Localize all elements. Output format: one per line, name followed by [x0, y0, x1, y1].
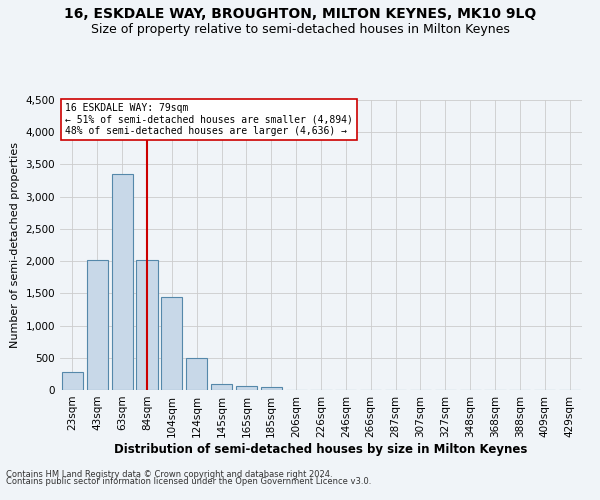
Bar: [87, 260, 108, 390]
Bar: [186, 358, 207, 390]
Bar: [112, 174, 133, 390]
Bar: [136, 260, 158, 390]
Text: Size of property relative to semi-detached houses in Milton Keynes: Size of property relative to semi-detach…: [91, 22, 509, 36]
Bar: [211, 384, 232, 390]
Y-axis label: Number of semi-detached properties: Number of semi-detached properties: [10, 142, 20, 348]
Bar: [161, 296, 182, 390]
Bar: [62, 372, 83, 390]
Text: 16, ESKDALE WAY, BROUGHTON, MILTON KEYNES, MK10 9LQ: 16, ESKDALE WAY, BROUGHTON, MILTON KEYNE…: [64, 8, 536, 22]
Text: Contains HM Land Registry data © Crown copyright and database right 2024.: Contains HM Land Registry data © Crown c…: [6, 470, 332, 479]
Bar: [261, 387, 282, 390]
Text: 16 ESKDALE WAY: 79sqm
← 51% of semi-detached houses are smaller (4,894)
48% of s: 16 ESKDALE WAY: 79sqm ← 51% of semi-deta…: [65, 103, 353, 136]
Bar: [236, 386, 257, 390]
Text: Contains public sector information licensed under the Open Government Licence v3: Contains public sector information licen…: [6, 478, 371, 486]
Text: Distribution of semi-detached houses by size in Milton Keynes: Distribution of semi-detached houses by …: [115, 442, 527, 456]
